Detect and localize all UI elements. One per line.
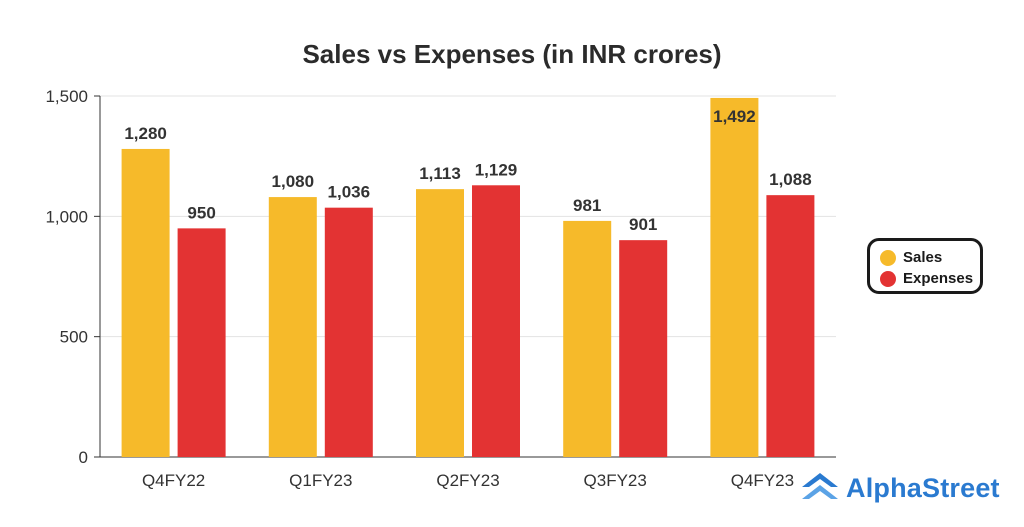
y-tick-label: 0 bbox=[79, 448, 88, 467]
y-tick-label: 1,000 bbox=[45, 207, 88, 226]
y-tick-label: 500 bbox=[60, 328, 88, 347]
expenses-swatch-icon bbox=[880, 270, 896, 287]
alphastreet-logo-icon bbox=[802, 473, 838, 499]
data-label-expenses: 901 bbox=[629, 215, 657, 234]
legend-item-sales: Sales bbox=[880, 247, 980, 268]
bars-layer bbox=[121, 97, 815, 458]
bar-sales-q1fy23 bbox=[268, 197, 317, 457]
x-tick-label: Q4FY23 bbox=[731, 471, 794, 490]
legend-label-sales: Sales bbox=[903, 249, 943, 266]
bar-expenses-q2fy23 bbox=[472, 185, 520, 457]
legend-item-expenses: Expenses bbox=[880, 268, 980, 289]
data-label-expenses: 1,088 bbox=[769, 170, 812, 189]
bar-expenses-q4fy23 bbox=[766, 195, 815, 457]
legend: Sales Expenses bbox=[867, 238, 983, 294]
data-label-expenses: 1,129 bbox=[475, 160, 518, 179]
x-tick-label: Q4FY22 bbox=[142, 471, 205, 490]
bar-sales-q4fy23 bbox=[710, 97, 759, 458]
brand-name: AlphaStreet bbox=[846, 472, 1000, 503]
legend-label-expenses: Expenses bbox=[903, 270, 974, 287]
brand-logo: AlphaStreet bbox=[800, 468, 1000, 508]
sales-swatch-icon bbox=[880, 249, 896, 266]
y-tick-label: 1,500 bbox=[45, 87, 88, 106]
data-label-sales: 1,492 bbox=[713, 107, 756, 126]
bar-sales-q4fy22 bbox=[121, 148, 170, 458]
x-tick-label: Q3FY23 bbox=[584, 471, 647, 490]
bar-sales-q2fy23 bbox=[416, 189, 464, 457]
data-label-sales: 981 bbox=[573, 196, 601, 215]
data-label-sales: 1,280 bbox=[124, 124, 167, 143]
chart-title: Sales vs Expenses (in INR crores) bbox=[302, 39, 721, 69]
data-label-sales: 1,113 bbox=[419, 164, 461, 183]
labels-layer: 1,280 950 1,080 1,036 1,113 1,129 981 901 1,492 1… bbox=[124, 107, 811, 234]
data-label-expenses: 1,036 bbox=[328, 183, 371, 202]
x-tick-label: Q2FY23 bbox=[436, 471, 499, 490]
data-label-sales: 1,080 bbox=[272, 172, 315, 191]
data-label-expenses: 950 bbox=[187, 203, 215, 222]
bar-expenses-q4fy22 bbox=[177, 228, 226, 457]
bar-sales-q3fy23 bbox=[563, 220, 612, 457]
bar-expenses-q3fy23 bbox=[619, 240, 668, 457]
x-tick-label: Q1FY23 bbox=[289, 471, 352, 490]
bar-expenses-q1fy23 bbox=[324, 207, 373, 457]
